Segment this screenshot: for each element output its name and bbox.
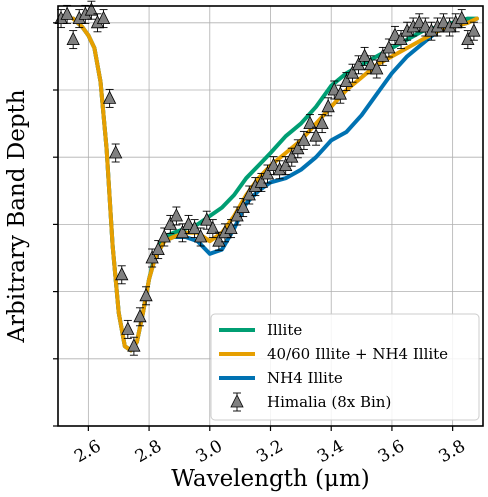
data-point: [151, 241, 165, 256]
data-point: [236, 199, 250, 214]
legend: Illite 40/60 Illite + NH4 Illite NH4 Illit…: [210, 313, 480, 421]
legend-item: Illite: [219, 321, 302, 339]
data-point: [96, 10, 111, 25]
data-point: [333, 86, 347, 100]
x-tick-label: 3.4: [314, 436, 347, 467]
data-point: [163, 216, 177, 230]
data-point: [260, 166, 275, 180]
series-line: [71, 16, 479, 353]
data-point: [169, 208, 184, 222]
data-point: [303, 115, 317, 130]
data-point: [461, 31, 475, 45]
data-point: [309, 128, 323, 142]
data-point: [279, 157, 293, 172]
data-point: [467, 23, 481, 37]
data-point: [157, 229, 171, 243]
data-point: [133, 308, 147, 323]
legend-box: [210, 313, 480, 421]
data-point: [382, 40, 396, 54]
legend-item: Himalia (8x Bin): [230, 392, 391, 412]
legend-marker: [230, 394, 244, 408]
legend-item: 40/60 Illite + NH4 Illite: [219, 345, 448, 363]
legend-label: 40/60 Illite + NH4 Illite: [267, 345, 448, 363]
data-point: [327, 82, 341, 96]
data-point: [181, 216, 196, 230]
data-point: [291, 140, 305, 155]
data-point: [109, 145, 123, 159]
legend-label: NH4 Illite: [267, 369, 343, 387]
data-point: [175, 224, 190, 239]
x-tick-label: 2.6: [71, 436, 104, 467]
legend-label: Illite: [267, 321, 302, 339]
data-point: [212, 233, 226, 247]
data-point: [66, 31, 80, 45]
data-point: [345, 65, 360, 79]
data-point: [230, 208, 244, 222]
data-point: [206, 220, 220, 235]
data-point: [351, 56, 366, 71]
legend-item: NH4 Illite: [219, 369, 343, 387]
data-point: [145, 250, 159, 264]
data-point: [418, 19, 432, 33]
data-point: [102, 90, 117, 104]
data-point: [376, 48, 390, 62]
series-line: [71, 16, 479, 353]
data-point: [121, 321, 135, 335]
x-tick-label: 3.2: [253, 436, 286, 467]
data-point: [315, 115, 329, 130]
series-line: [71, 16, 479, 353]
y-axis-label: Arbitrary Band Depth: [4, 89, 30, 343]
data-point: [127, 338, 141, 352]
data-point: [321, 98, 335, 113]
data-point: [370, 61, 384, 75]
data-point: [339, 73, 354, 87]
data-point: [115, 266, 129, 281]
legend-label: Himalia (8x Bin): [267, 393, 391, 411]
data-point: [394, 31, 408, 45]
x-tick-label: 2.8: [132, 436, 165, 467]
data-point: [364, 56, 378, 71]
data-point: [266, 157, 281, 172]
data-point: [455, 10, 469, 25]
data-point: [285, 149, 299, 163]
x-tick-label: 3.6: [375, 436, 408, 467]
himalia-markers: [54, 0, 481, 356]
data-point: [412, 14, 426, 29]
series-lines: [71, 16, 479, 353]
data-point: [194, 229, 208, 243]
data-point: [254, 174, 269, 188]
x-tick-label: 3.8: [435, 436, 468, 467]
data-point: [139, 287, 153, 302]
data-point: [242, 187, 256, 201]
x-axis-label: Wavelength (μm): [171, 466, 370, 492]
x-tick-label: 3.0: [193, 436, 226, 467]
data-point: [388, 27, 402, 41]
data-point: [436, 14, 451, 29]
data-point: [84, 2, 99, 16]
data-point: [297, 132, 311, 146]
data-point: [60, 6, 74, 20]
data-point: [224, 220, 238, 235]
